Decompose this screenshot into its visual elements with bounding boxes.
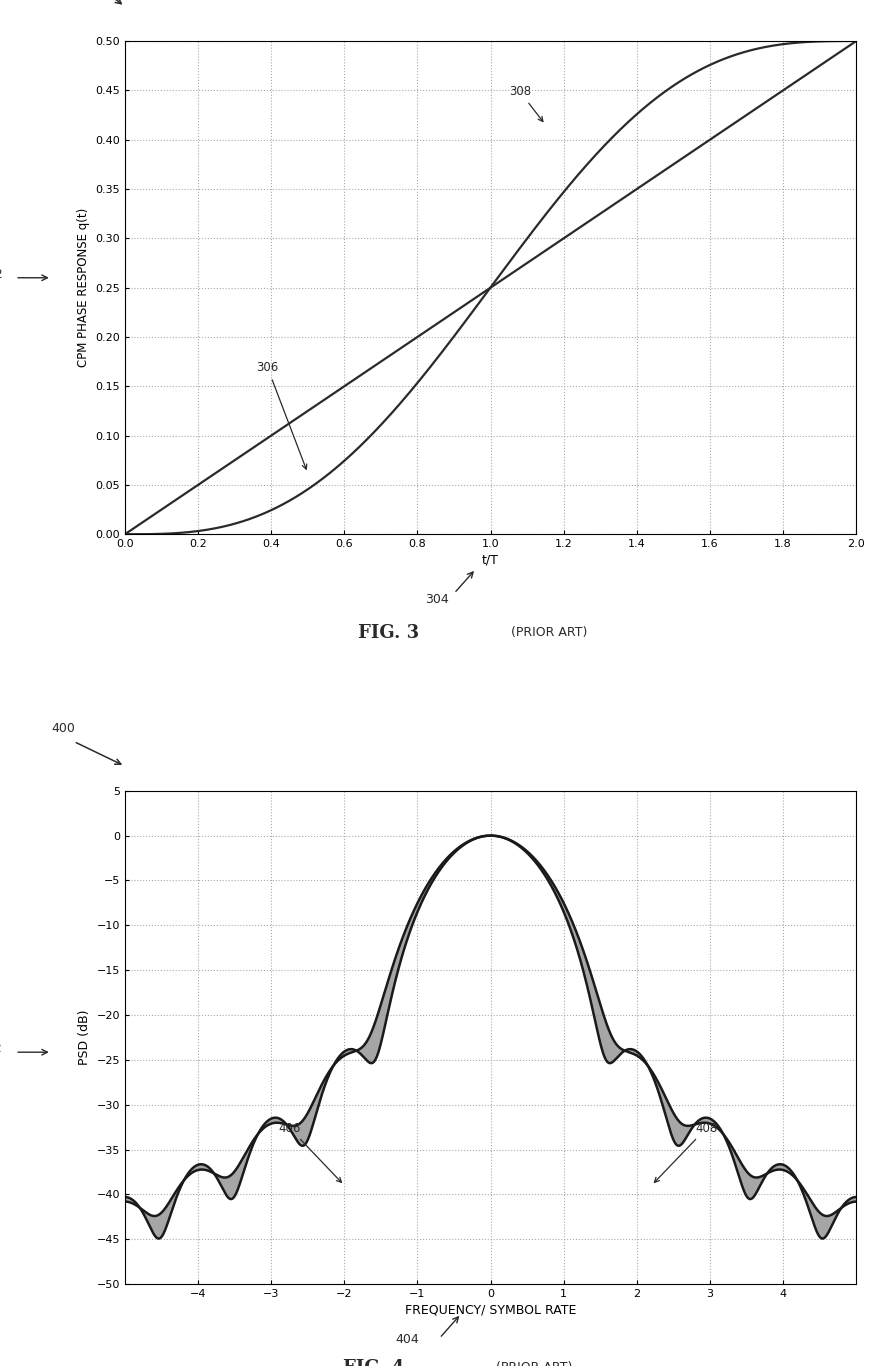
Text: (PRIOR ART): (PRIOR ART) [511, 627, 587, 639]
Text: 304: 304 [425, 593, 449, 607]
Text: 408: 408 [655, 1121, 718, 1183]
Text: (PRIOR ART): (PRIOR ART) [496, 1362, 573, 1366]
Text: 306: 306 [257, 362, 307, 469]
Text: 302: 302 [0, 268, 3, 281]
Text: FIG. 3: FIG. 3 [358, 624, 418, 642]
X-axis label: t/T: t/T [483, 553, 499, 567]
Text: 406: 406 [278, 1121, 342, 1183]
Text: 308: 308 [508, 85, 543, 122]
Y-axis label: PSD (dB): PSD (dB) [78, 1009, 91, 1065]
Text: 404: 404 [395, 1333, 419, 1347]
Text: 402: 402 [0, 1042, 3, 1055]
X-axis label: FREQUENCY/ SYMBOL RATE: FREQUENCY/ SYMBOL RATE [405, 1303, 576, 1315]
Y-axis label: CPM PHASE RESPONSE q(t): CPM PHASE RESPONSE q(t) [77, 208, 90, 367]
Text: 400: 400 [52, 721, 76, 735]
Text: FIG. 4: FIG. 4 [343, 1359, 404, 1366]
